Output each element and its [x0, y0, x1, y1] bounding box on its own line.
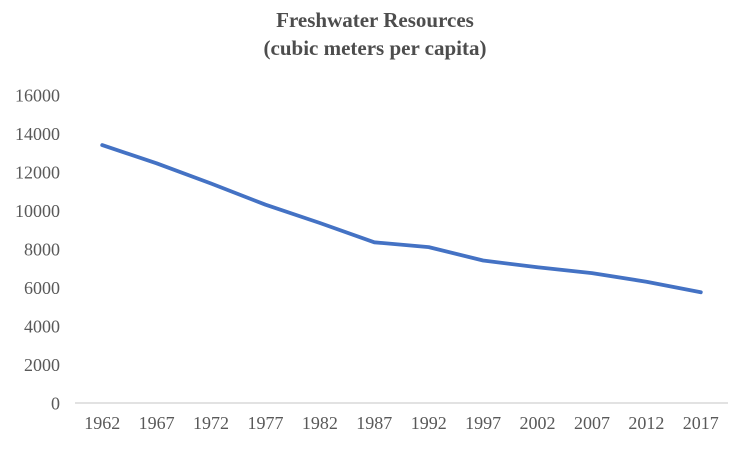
- x-axis-tick-label: 1992: [411, 413, 447, 433]
- y-axis-tick-label: 0: [51, 394, 60, 414]
- data-line-freshwater-series: [100, 143, 703, 295]
- y-axis-tick-label: 16000: [15, 86, 60, 106]
- x-axis-tick-label: 2012: [628, 413, 664, 433]
- x-axis-tick-label: 2017: [683, 413, 719, 433]
- y-axis-tick-label: 12000: [15, 163, 60, 183]
- x-axis-tick-label: 1997: [465, 413, 501, 433]
- y-axis-tick-label: 14000: [15, 124, 60, 144]
- x-axis-tick-label: 1977: [247, 413, 283, 433]
- y-axis-tick-label: 8000: [24, 240, 60, 260]
- y-axis-tick-label: 10000: [15, 201, 60, 221]
- x-axis-tick-label: 1982: [302, 413, 338, 433]
- x-axis-tick-label: 1987: [356, 413, 392, 433]
- y-axis-tick-label: 2000: [24, 355, 60, 375]
- y-axis-tick-label: 6000: [24, 278, 60, 298]
- y-axis-tick-label: 4000: [24, 317, 60, 337]
- x-axis-tick-label: 1972: [193, 413, 229, 433]
- x-axis-tick-label: 1962: [84, 413, 120, 433]
- x-axis-tick-label: 2007: [574, 413, 610, 433]
- x-axis-tick-label: 2002: [520, 413, 556, 433]
- x-axis-tick-label: 1967: [139, 413, 175, 433]
